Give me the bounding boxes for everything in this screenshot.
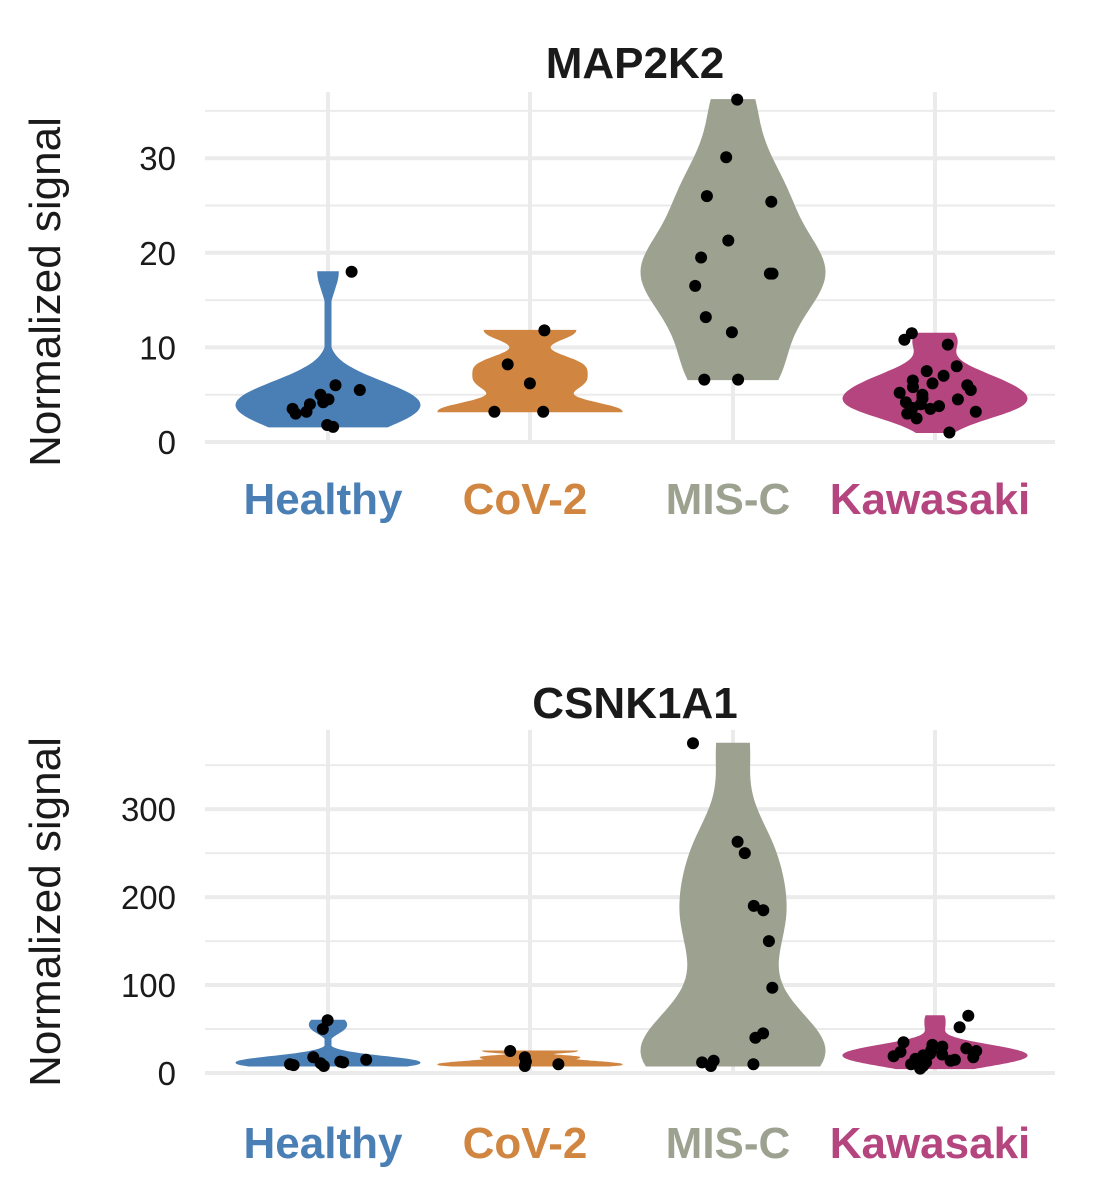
x-tick-label-mis-c: MIS-C [666,1119,791,1168]
data-point [970,1045,983,1057]
y-tick-label: 0 [158,1055,176,1092]
data-point [327,420,340,433]
data-point [698,373,711,386]
violin-healthy [235,1019,421,1067]
data-point [707,1054,720,1067]
data-point [286,402,299,415]
data-point [731,835,744,848]
x-tick-label-healthy: Healthy [244,475,403,524]
chart-panel-csnk1a1: CSNK1A1 Normalized signal 0 100 200 300 Health… [21,679,1055,1168]
data-point [747,1058,760,1071]
data-point [962,1009,975,1022]
data-point [538,324,551,337]
violin-healthy [235,271,421,428]
data-point [504,1045,517,1057]
data-point [953,1021,966,1034]
y-tick-label: 30 [139,140,176,177]
data-point [523,377,536,390]
violin-cov-2 [437,329,623,413]
data-point [501,358,514,371]
data-point [960,1042,973,1055]
data-point [897,1036,910,1049]
y-axis-label: Normalized signal [21,737,70,1087]
data-point [916,388,929,401]
data-point [687,737,699,750]
data-point [725,326,738,339]
y-tick-label: 200 [121,879,176,916]
data-point [303,398,316,411]
data-point [722,234,735,247]
data-point [950,360,963,373]
data-point [488,405,501,418]
y-tick-label: 100 [121,967,176,1004]
violin-mis-c [640,742,826,1067]
data-point [552,1058,565,1071]
data-point [941,338,954,351]
data-point [948,1053,961,1066]
data-point [899,396,912,409]
data-point [720,151,733,164]
data-point [695,251,708,264]
data-point [329,379,342,392]
data-point [689,279,702,292]
y-tick-label: 300 [121,791,176,828]
data-point [766,267,779,280]
data-point [747,899,760,912]
data-point [757,904,770,917]
data-point [284,1058,296,1071]
data-point [757,1027,770,1040]
x-tick-label-healthy: Healthy [244,1119,403,1168]
x-tick-label-cov-2: CoV-2 [463,1119,588,1168]
y-tick-label: 0 [158,424,176,461]
chart-title: CSNK1A1 [532,679,737,728]
data-point [905,327,918,340]
data-point [316,1023,329,1035]
data-point [699,311,712,324]
chart-panel-map2k2: MAP2K2 Normalized signal 0 10 20 30 Healthy CoV… [21,39,1055,524]
data-point [518,1051,531,1064]
data-point [731,93,744,106]
data-point [732,373,745,386]
data-point [920,365,933,378]
data-point [766,981,779,994]
data-point [353,384,366,396]
chart-title: MAP2K2 [546,39,725,88]
data-point [961,379,974,392]
data-point [762,935,775,948]
x-tick-label-kawasaki: Kawasaki [830,1119,1031,1168]
data-point [906,374,919,387]
data-point [537,405,550,418]
data-point [360,1053,373,1066]
data-point [937,369,950,382]
data-point [926,1038,939,1051]
x-tick-label-mis-c: MIS-C [666,475,791,524]
y-axis-label: Normalized signal [21,117,70,467]
data-point [307,1051,320,1064]
data-point [334,1055,347,1068]
data-point [738,847,751,860]
data-point [700,190,713,203]
data-point [936,1040,949,1053]
y-tick-label: 20 [139,235,176,272]
data-point [893,386,906,399]
y-tick-label: 10 [139,329,176,366]
data-point [943,426,956,439]
x-tick-label-kawasaki: Kawasaki [830,475,1031,524]
data-point [951,393,964,406]
data-point [894,1045,907,1058]
data-point [926,377,939,390]
x-tick-label-cov-2: CoV-2 [463,475,588,524]
data-point [314,388,327,401]
data-point [345,265,358,278]
data-point [933,400,945,413]
data-point [969,405,982,418]
data-point [696,1056,709,1069]
data-point [321,1014,334,1027]
data-point [765,195,778,208]
data-point [910,412,923,425]
